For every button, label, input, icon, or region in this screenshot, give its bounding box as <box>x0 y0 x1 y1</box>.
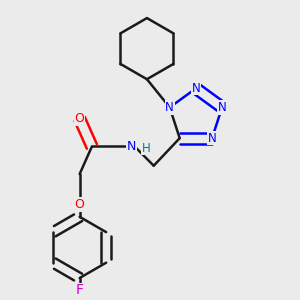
Text: N: N <box>218 101 226 114</box>
Text: O: O <box>75 112 85 125</box>
Text: N: N <box>208 132 216 145</box>
Text: N: N <box>191 82 200 95</box>
Text: H: H <box>142 142 151 154</box>
Text: O: O <box>75 198 85 211</box>
Text: F: F <box>76 283 84 297</box>
Text: N: N <box>127 140 136 153</box>
Text: N: N <box>165 101 174 114</box>
